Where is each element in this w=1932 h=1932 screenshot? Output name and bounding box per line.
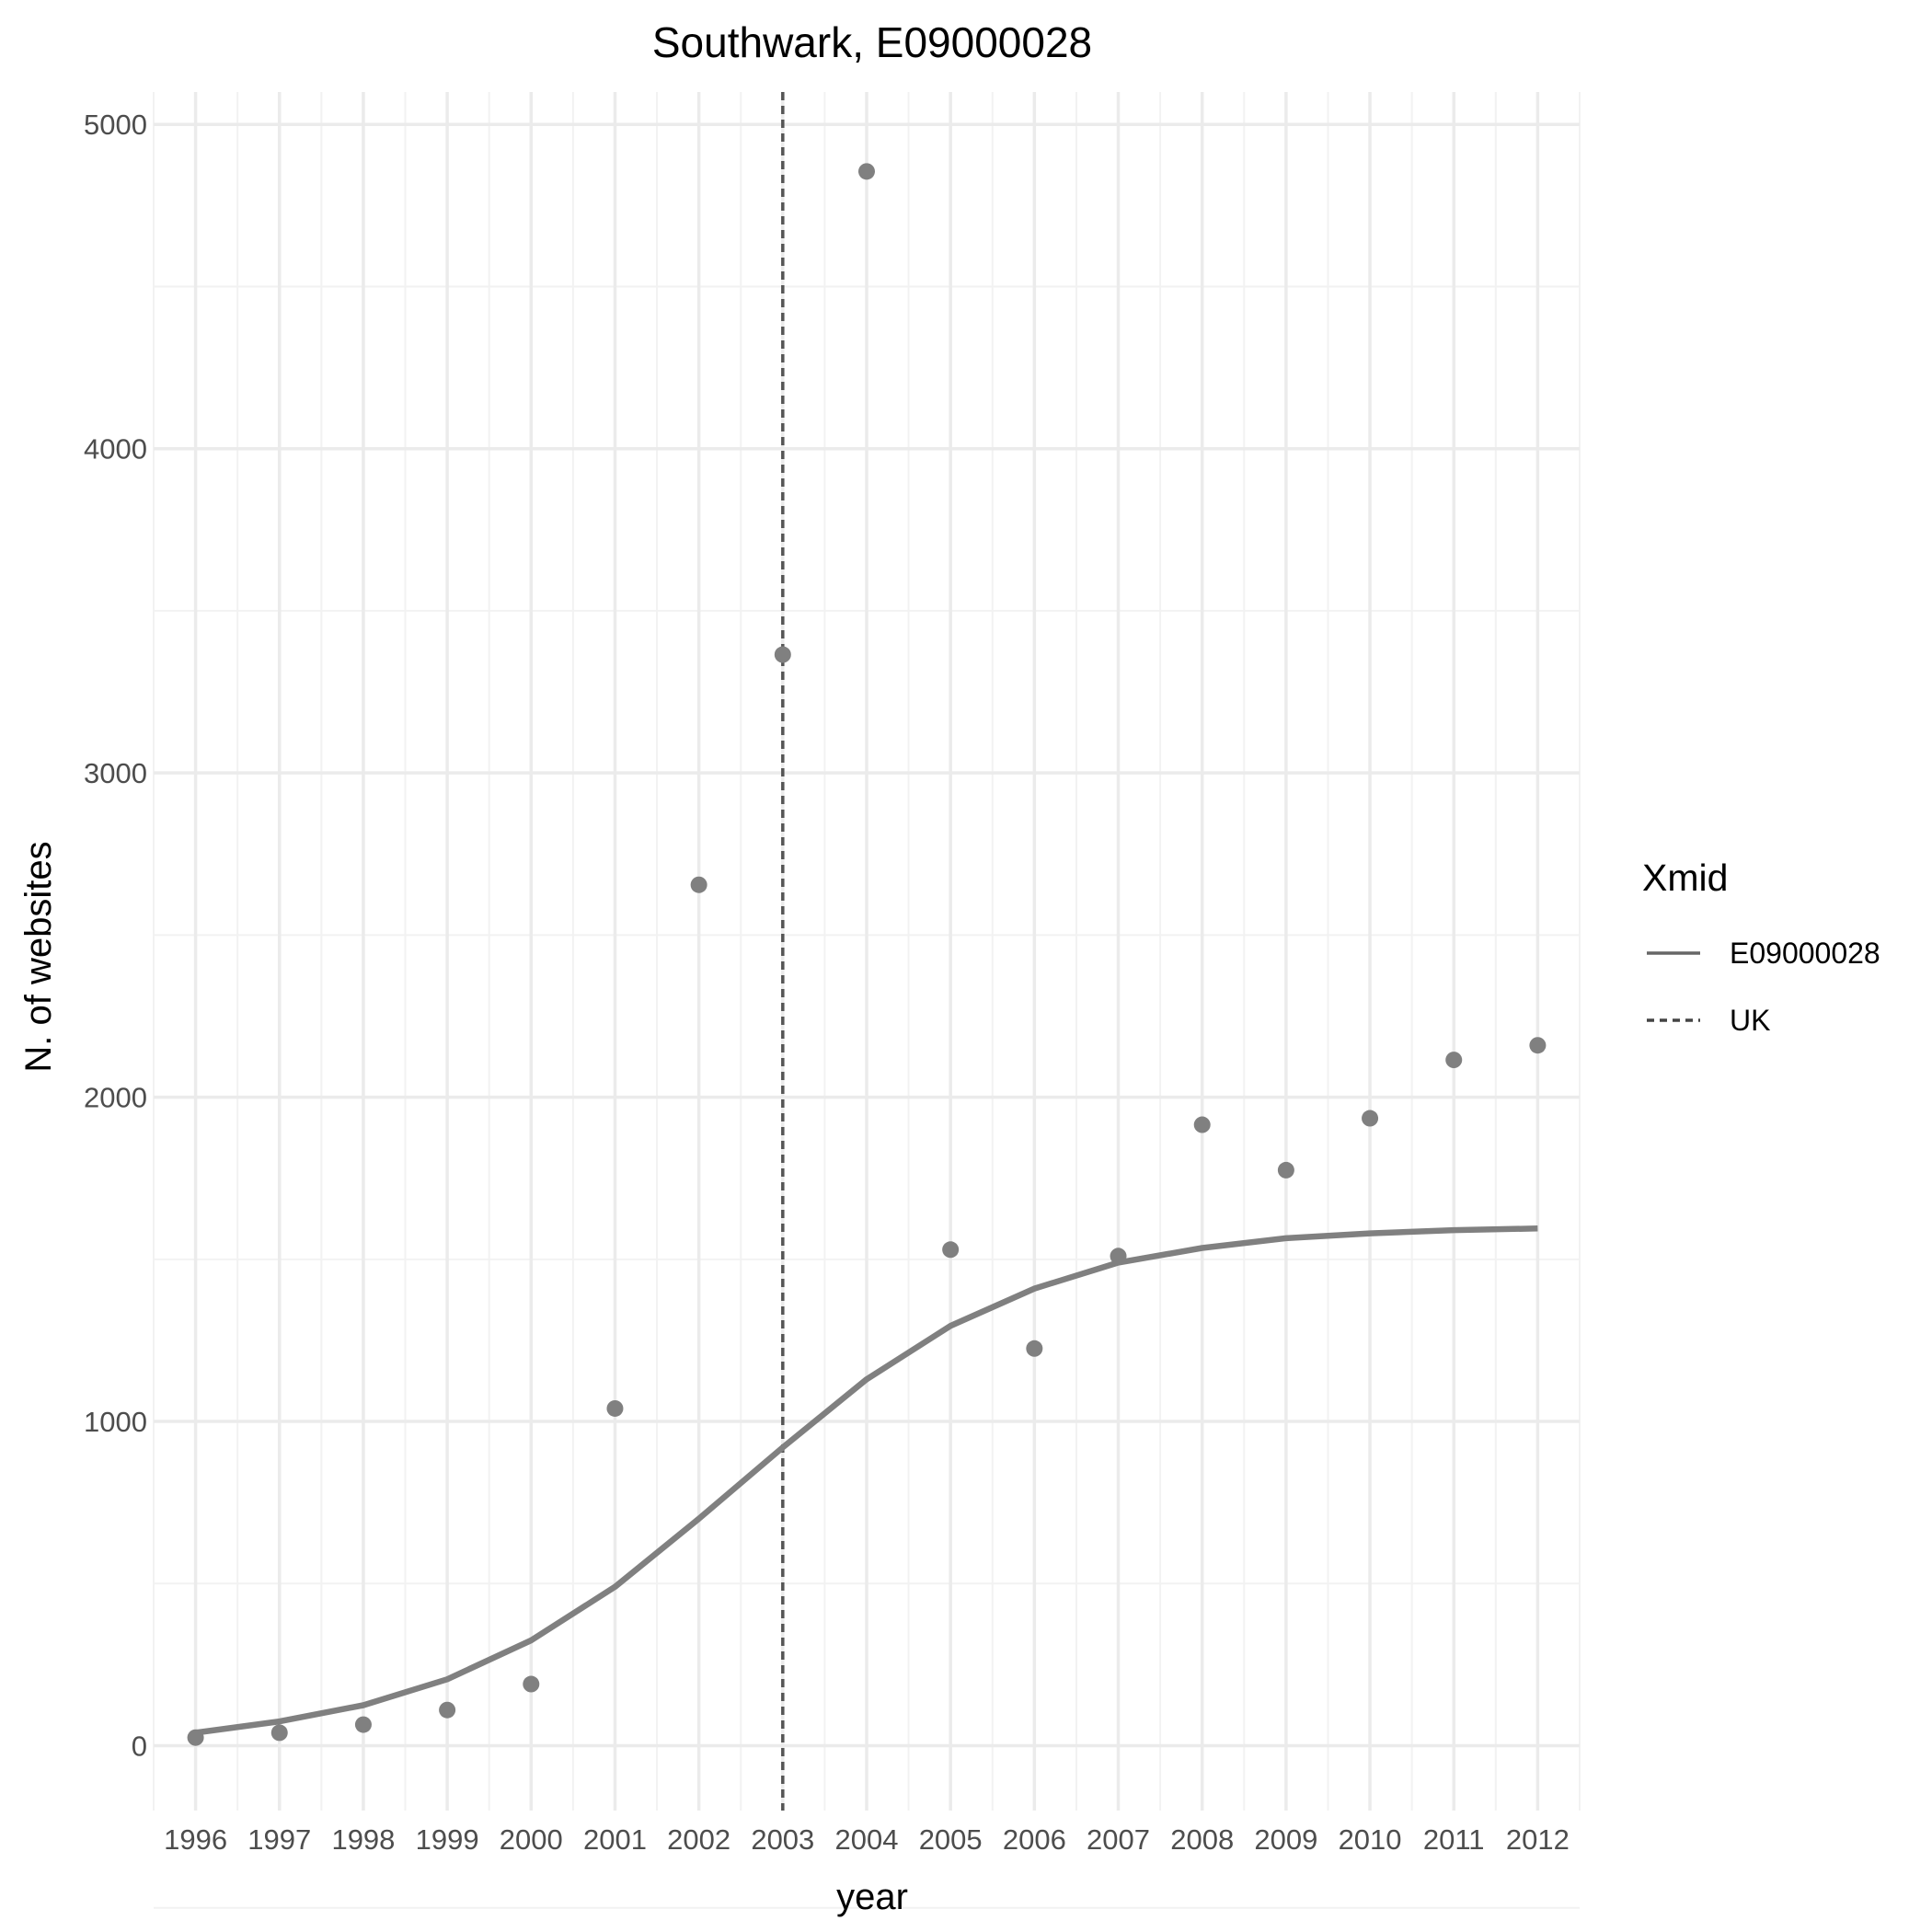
legend: Xmid E09000028 UK [1642, 857, 1880, 1037]
x-tick-label: 2008 [1170, 1823, 1234, 1856]
x-tick-label: 2009 [1254, 1823, 1317, 1856]
x-tick-label: 2011 [1423, 1823, 1485, 1856]
x-tick-label: 2004 [835, 1823, 899, 1856]
x-tick-label: 2005 [919, 1823, 983, 1856]
data-point [1110, 1248, 1127, 1265]
y-axis-title: N. of websites [18, 841, 59, 1072]
grid-minor [153, 92, 1581, 1909]
y-axis-ticks: 0 1000 2000 3000 4000 5000 [84, 109, 147, 1762]
y-tick-label: 1000 [84, 1406, 147, 1438]
y-tick-label: 2000 [84, 1082, 147, 1114]
x-tick-label: 2007 [1087, 1823, 1150, 1856]
legend-label: UK [1730, 1004, 1770, 1037]
grid-major [154, 92, 1580, 1811]
series-line-e09000028 [195, 1225, 1538, 1736]
data-point [354, 1716, 372, 1733]
data-point [1445, 1052, 1463, 1069]
data-point [690, 876, 707, 893]
x-tick-label: 2003 [751, 1823, 814, 1856]
y-tick-label: 5000 [84, 109, 147, 141]
data-point [523, 1675, 540, 1693]
x-axis-title: year [836, 1877, 908, 1917]
data-point [270, 1724, 288, 1742]
data-point [858, 163, 875, 180]
chart-title: Southwark, E09000028 [652, 18, 1092, 66]
x-tick-label: 1999 [416, 1823, 479, 1856]
data-point [1362, 1110, 1379, 1127]
x-tick-label: 2010 [1339, 1823, 1402, 1856]
x-tick-label: 2012 [1506, 1823, 1570, 1856]
y-tick-label: 3000 [84, 757, 147, 789]
data-point [1026, 1340, 1043, 1357]
data-point [439, 1701, 456, 1719]
y-tick-label: 4000 [84, 433, 147, 466]
x-tick-label: 2006 [1003, 1823, 1066, 1856]
x-tick-label: 1998 [331, 1823, 395, 1856]
x-tick-label: 2002 [667, 1823, 730, 1856]
legend-label: E09000028 [1730, 937, 1880, 970]
legend-entries: E09000028 UK [1647, 937, 1880, 1037]
x-tick-label: 1996 [164, 1823, 227, 1856]
x-tick-label: 1997 [247, 1823, 311, 1856]
data-point [774, 646, 791, 663]
data-point [606, 1399, 624, 1417]
legend-title: Xmid [1642, 857, 1728, 899]
x-tick-label: 2000 [500, 1823, 563, 1856]
data-points [187, 163, 1547, 1746]
data-point [942, 1241, 960, 1259]
data-point [1193, 1116, 1211, 1133]
data-point [187, 1729, 204, 1746]
y-tick-label: 0 [132, 1731, 147, 1763]
data-point [1529, 1037, 1547, 1054]
data-point [1277, 1161, 1294, 1179]
series-lines [195, 1225, 1538, 1736]
x-axis-ticks: 1996 1997 1998 1999 2000 2001 2002 2003 2004 2005… [164, 1823, 1570, 1856]
x-tick-label: 2001 [583, 1823, 647, 1856]
